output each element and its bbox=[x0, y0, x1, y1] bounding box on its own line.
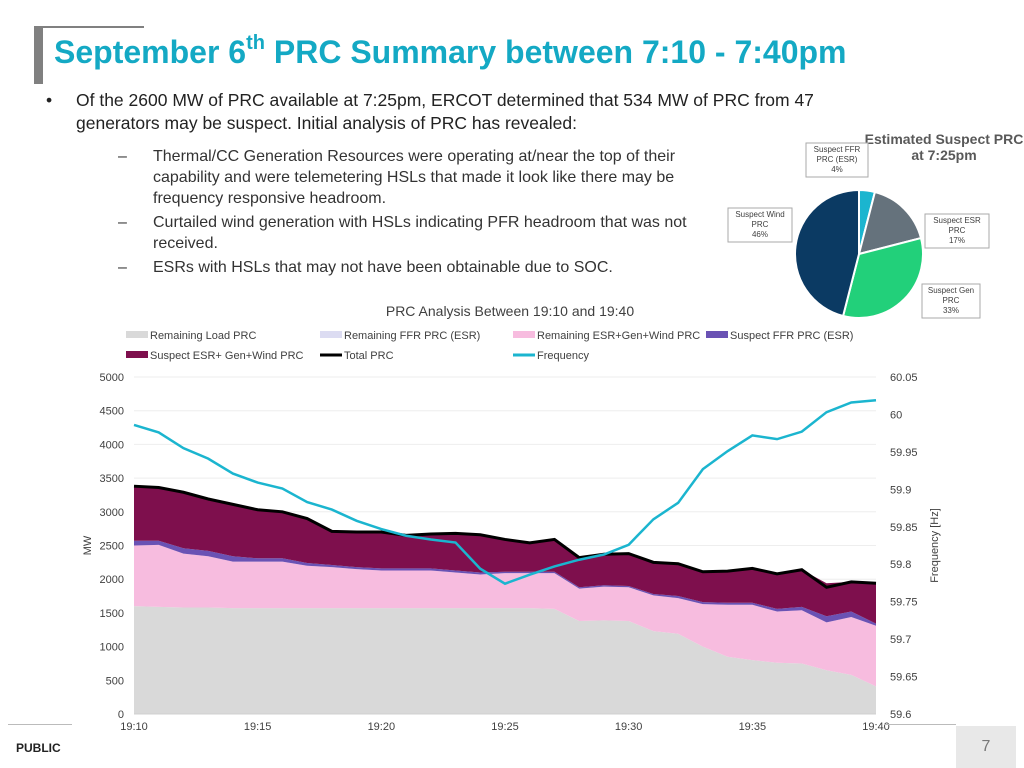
area-suspect-esr-gen-wind-prc bbox=[134, 486, 876, 624]
pie-callout-box bbox=[924, 213, 990, 249]
sub-bullet-marker: – bbox=[118, 214, 127, 231]
pie-callout-name-line2: PRC bbox=[943, 296, 960, 305]
pie-callout-name-line1: Suspect Wind bbox=[735, 210, 784, 219]
y-tick-label: 3000 bbox=[100, 507, 124, 519]
y2-tick-label: 59.85 bbox=[890, 522, 918, 534]
y2-tick-label: 59.9 bbox=[890, 484, 911, 496]
x-tick-label: 19:15 bbox=[244, 721, 272, 733]
y2-tick-label: 59.75 bbox=[890, 597, 918, 609]
pie-callout-name-line2: PRC bbox=[752, 220, 769, 229]
pie-title-line: Estimated Suspect PRC bbox=[865, 131, 1024, 147]
prc-analysis-chart: PRC Analysis Between 19:10 and 19:40 Rema… bbox=[70, 296, 954, 742]
total-prc-line bbox=[133, 484, 877, 589]
pie-callout-value: 17% bbox=[949, 236, 965, 245]
title-accent-line bbox=[34, 26, 144, 28]
pie-slice-1 bbox=[857, 190, 923, 256]
bullet-text: Of the 2600 MW of PRC available at 7:25p… bbox=[76, 90, 814, 133]
page-number-box bbox=[956, 726, 1016, 768]
area-chart-title: PRC Analysis Between 19:10 and 19:40 bbox=[386, 303, 634, 319]
legend-label-5: Total PRC bbox=[344, 350, 394, 362]
bullet-marker: • bbox=[46, 90, 53, 110]
pie-callout-name-line1: Suspect FFR bbox=[814, 145, 861, 154]
legend-label-0: Remaining Load PRC bbox=[150, 330, 256, 342]
y-tick-label: 5000 bbox=[100, 372, 124, 384]
pie-slice-3 bbox=[794, 188, 860, 318]
legend-label-1: Remaining FFR PRC (ESR) bbox=[344, 330, 480, 342]
pie-callout-value: 4% bbox=[831, 165, 843, 174]
pie-callout-name-line2: PRC (ESR) bbox=[817, 155, 858, 164]
y-tick-label: 500 bbox=[106, 675, 124, 687]
page-number: 7 bbox=[981, 738, 991, 755]
y-tick-label: 4000 bbox=[100, 439, 124, 451]
area-remaining-load-prc bbox=[134, 606, 876, 714]
y-tick-label: 1500 bbox=[100, 608, 124, 620]
pie-title: Estimated Suspect PRC at 7:25pm bbox=[865, 131, 1024, 163]
frequency-line bbox=[133, 398, 877, 586]
y2-tick-label: 59.6 bbox=[890, 709, 911, 721]
pie-callout-name-line1: Suspect ESR bbox=[933, 216, 981, 225]
x-tick-label: 19:30 bbox=[615, 721, 643, 733]
pie-callout-value: 33% bbox=[943, 306, 959, 315]
y-tick-label: 0 bbox=[118, 709, 124, 721]
pie-slice-2 bbox=[841, 236, 924, 319]
y-tick-label: 2000 bbox=[100, 574, 124, 586]
pie-callout-name-line1: Suspect Gen bbox=[928, 286, 974, 295]
y-tick-label: 4500 bbox=[100, 406, 124, 418]
sub-bullet-marker: – bbox=[118, 148, 127, 165]
legend-swatch-1 bbox=[320, 331, 342, 338]
x-tick-label: 19:35 bbox=[739, 721, 767, 733]
y2-axis-title: Frequency [Hz] bbox=[929, 508, 941, 583]
legend-label-3: Suspect FFR PRC (ESR) bbox=[730, 330, 853, 342]
x-tick-label: 19:10 bbox=[120, 721, 148, 733]
sub-bullet-text: Thermal/CC Generation Resources were ope… bbox=[153, 148, 676, 207]
sub-bullet-text: ESRs with HSLs that may not have been ob… bbox=[153, 259, 613, 276]
legend-swatch-3 bbox=[706, 331, 728, 338]
pie-svg: Estimated Suspect PRC at 7:25pm Suspect FF… bbox=[727, 131, 1024, 319]
footer-divider-left bbox=[8, 724, 72, 725]
legend-label-6: Frequency bbox=[537, 350, 589, 362]
pie-callout-box bbox=[805, 142, 869, 178]
legend-swatch-2 bbox=[513, 331, 535, 338]
y2-tick-label: 59.95 bbox=[890, 447, 918, 459]
page-title: September 6th PRC Summary between 7:10 -… bbox=[54, 32, 847, 70]
pie-callout-box bbox=[727, 207, 793, 243]
y-tick-label: 2500 bbox=[100, 541, 124, 553]
x-tick-label: 19:25 bbox=[491, 721, 519, 733]
area-chart-svg: PRC Analysis Between 19:10 and 19:40 Rema… bbox=[82, 303, 941, 733]
pie-title-line: at 7:25pm bbox=[911, 147, 976, 163]
y-tick-label: 1000 bbox=[100, 642, 124, 654]
legend-swatch-4 bbox=[126, 351, 148, 358]
pie-callout-box bbox=[921, 283, 981, 319]
y2-tick-label: 60.05 bbox=[890, 372, 918, 384]
y2-tick-label: 59.65 bbox=[890, 672, 918, 684]
pie-callout-value: 46% bbox=[752, 230, 768, 239]
title-accent-bar bbox=[34, 26, 43, 84]
y2-tick-label: 59.8 bbox=[890, 559, 911, 571]
footer-divider-right bbox=[884, 724, 956, 725]
y2-tick-label: 59.7 bbox=[890, 634, 911, 646]
y-tick-label: 3500 bbox=[100, 473, 124, 485]
x-tick-label: 19:40 bbox=[862, 721, 890, 733]
area-remaining-esr-gen-wind-prc bbox=[134, 544, 876, 687]
legend-label-4: Suspect ESR+ Gen+Wind PRC bbox=[150, 350, 304, 362]
legend-swatch-0 bbox=[126, 331, 148, 338]
suspect-prc-pie-chart: Estimated Suspect PRC at 7:25pm Suspect FF… bbox=[724, 128, 1024, 323]
y2-tick-label: 60 bbox=[890, 409, 902, 421]
legend-label-2: Remaining ESR+Gen+Wind PRC bbox=[537, 330, 700, 342]
sub-bullet-marker: – bbox=[118, 259, 127, 276]
public-label: PUBLIC bbox=[16, 741, 61, 755]
x-tick-label: 19:20 bbox=[368, 721, 396, 733]
y-axis-title: MW bbox=[82, 535, 94, 555]
pie-callout-name-line2: PRC bbox=[949, 226, 966, 235]
sub-bullet-text: Curtailed wind generation with HSLs indi… bbox=[153, 214, 687, 252]
